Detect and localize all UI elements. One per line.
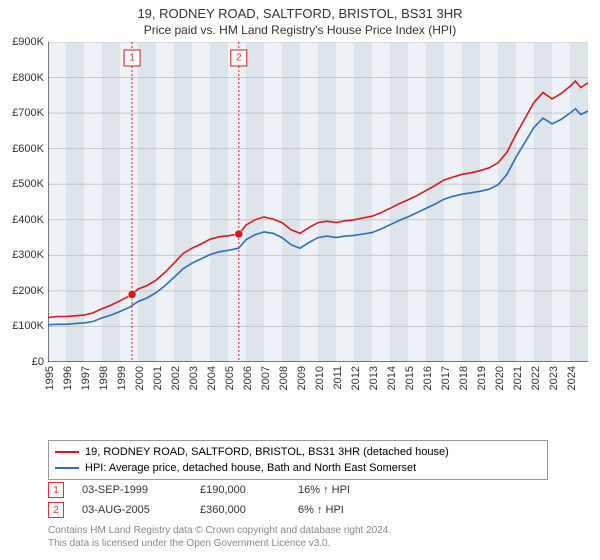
x-tick-label: 2016 — [422, 366, 434, 390]
y-axis-labels: £0£100K£200K£300K£400K£500K£600K£700K£80… — [0, 42, 48, 362]
x-tick-label: 2024 — [566, 366, 578, 390]
x-tick-label: 2020 — [494, 366, 506, 390]
legend-label: 19, RODNEY ROAD, SALTFORD, BRISTOL, BS31… — [85, 446, 449, 458]
x-tick-label: 2004 — [206, 366, 218, 390]
x-tick-label: 2011 — [332, 366, 344, 390]
y-tick-label: £100K — [12, 320, 44, 332]
x-tick-label: 2022 — [530, 366, 542, 390]
transaction-date: 03-SEP-1999 — [82, 484, 182, 496]
svg-text:2: 2 — [236, 53, 242, 64]
footer: Contains HM Land Registry data © Crown c… — [48, 524, 391, 550]
legend-label: HPI: Average price, detached house, Bath… — [85, 462, 416, 474]
transaction-row: 2 03-AUG-2005 £360,000 6% ↑ HPI — [48, 500, 378, 520]
x-tick-label: 2005 — [224, 366, 236, 390]
x-tick-label: 2019 — [476, 366, 488, 390]
transaction-row: 1 03-SEP-1999 £190,000 16% ↑ HPI — [48, 480, 378, 500]
x-tick-label: 2008 — [278, 366, 290, 390]
y-tick-label: £400K — [12, 214, 44, 226]
x-tick-label: 2013 — [368, 366, 380, 390]
title-sub: Price paid vs. HM Land Registry's House … — [0, 23, 600, 37]
y-tick-label: £300K — [12, 249, 44, 261]
y-tick-label: £600K — [12, 143, 44, 155]
x-tick-label: 2007 — [260, 366, 272, 390]
x-tick-label: 1996 — [62, 366, 74, 390]
legend-swatch — [55, 451, 79, 453]
transaction-delta: 6% ↑ HPI — [298, 504, 378, 516]
x-tick-label: 2010 — [314, 366, 326, 390]
y-tick-label: £200K — [12, 285, 44, 297]
chart-container: 19, RODNEY ROAD, SALTFORD, BRISTOL, BS31… — [0, 0, 600, 560]
y-tick-label: £900K — [12, 36, 44, 48]
title-main: 19, RODNEY ROAD, SALTFORD, BRISTOL, BS31… — [0, 6, 600, 21]
x-tick-label: 2023 — [548, 366, 560, 390]
plot-area: 12 — [48, 42, 588, 362]
transaction-index: 2 — [48, 502, 64, 518]
x-axis-labels: 1995199619971998199920002001200220032004… — [48, 362, 588, 402]
chart-titles: 19, RODNEY ROAD, SALTFORD, BRISTOL, BS31… — [0, 0, 600, 39]
x-tick-label: 2000 — [134, 366, 146, 390]
x-tick-label: 2009 — [296, 366, 308, 390]
transaction-price: £190,000 — [200, 484, 280, 496]
legend-row: HPI: Average price, detached house, Bath… — [55, 460, 541, 476]
y-tick-label: £700K — [12, 107, 44, 119]
x-tick-label: 2002 — [170, 366, 182, 390]
footer-line-2: This data is licensed under the Open Gov… — [48, 537, 391, 550]
x-tick-label: 2015 — [404, 366, 416, 390]
x-tick-label: 2017 — [440, 366, 452, 390]
y-tick-label: £0 — [32, 356, 44, 368]
y-tick-label: £500K — [12, 178, 44, 190]
transaction-date: 03-AUG-2005 — [82, 504, 182, 516]
x-tick-label: 2021 — [512, 366, 524, 390]
x-tick-label: 2018 — [458, 366, 470, 390]
x-tick-label: 2001 — [152, 366, 164, 390]
x-tick-label: 2006 — [242, 366, 254, 390]
x-tick-label: 2012 — [350, 366, 362, 390]
legend-swatch — [55, 467, 79, 469]
legend-row: 19, RODNEY ROAD, SALTFORD, BRISTOL, BS31… — [55, 444, 541, 460]
chart-area: £0 £100K £200K £300K £400K £500K £600K £700K £80… — [0, 42, 600, 402]
transaction-index: 1 — [48, 482, 64, 498]
transaction-price: £360,000 — [200, 504, 280, 516]
transaction-delta: 16% ↑ HPI — [298, 484, 378, 496]
y-tick-label: £800K — [12, 72, 44, 84]
x-tick-label: 1999 — [116, 366, 128, 390]
svg-text:1: 1 — [129, 53, 135, 64]
x-tick-label: 1997 — [80, 366, 92, 390]
x-tick-label: 1998 — [98, 366, 110, 390]
footer-line-1: Contains HM Land Registry data © Crown c… — [48, 524, 391, 537]
transaction-table: 1 03-SEP-1999 £190,000 16% ↑ HPI 2 03-AUG-200… — [48, 480, 378, 520]
x-tick-label: 2014 — [386, 366, 398, 390]
legend: 19, RODNEY ROAD, SALTFORD, BRISTOL, BS31… — [48, 440, 548, 480]
x-tick-label: 1995 — [44, 366, 56, 390]
x-tick-label: 2003 — [188, 366, 200, 390]
chart-svg: 12 — [48, 42, 588, 362]
